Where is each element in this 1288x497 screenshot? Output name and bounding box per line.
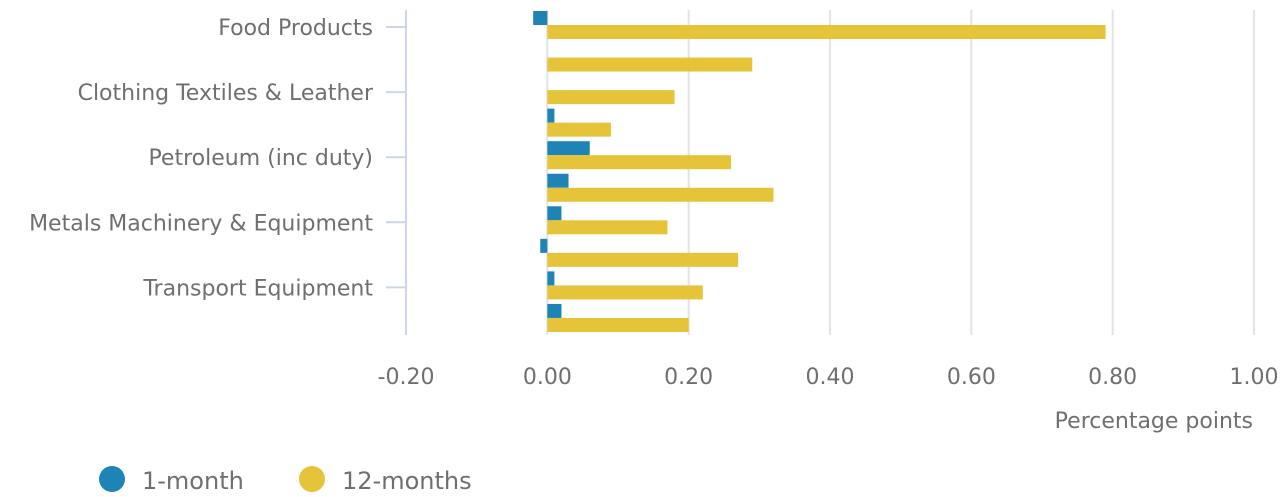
bar-12-months[interactable] (547, 122, 611, 137)
y-category-label: Clothing Textiles & Leather (78, 81, 374, 106)
y-category-label: Metals Machinery & Equipment (29, 211, 373, 236)
x-tick-label: 1.00 (1230, 365, 1279, 390)
bar-12-months[interactable] (547, 252, 739, 267)
bar-1-month[interactable] (533, 11, 548, 25)
bar-12-months[interactable] (547, 90, 675, 105)
legend[interactable]: 1-month 12-months (99, 466, 472, 495)
x-tick-label: 0.00 (523, 365, 572, 390)
bars (533, 11, 1106, 332)
labels: -0.20 0.00 0.20 0.40 0.60 0.80 1.00 Food Produc… (29, 16, 1278, 390)
bar-12-months[interactable] (547, 25, 1106, 39)
x-tick-label: 0.60 (947, 365, 996, 390)
bar-1-month[interactable] (547, 108, 555, 123)
bar-1-month[interactable] (547, 303, 562, 318)
bar-12-months[interactable] (547, 220, 668, 235)
y-category-label: Petroleum (inc duty) (148, 146, 373, 171)
bar-12-months[interactable] (547, 285, 703, 300)
legend-label: 12-months (342, 467, 472, 495)
bar-1-month[interactable] (547, 271, 555, 286)
bar-1-month[interactable] (547, 141, 590, 156)
x-tick-label: 0.80 (1088, 365, 1137, 390)
bar-1-month[interactable] (540, 238, 548, 253)
legend-item[interactable]: 12-months (299, 466, 472, 495)
x-axis-title: Percentage points (1055, 409, 1253, 434)
x-tick-label: 0.40 (806, 365, 855, 390)
y-axis (386, 10, 407, 335)
bar-1-month[interactable] (547, 206, 562, 221)
legend-label: 1-month (142, 467, 244, 495)
legend-item[interactable]: 1-month (99, 466, 244, 495)
bar-1-month[interactable] (547, 173, 569, 188)
bar-12-months[interactable] (547, 57, 753, 72)
legend-swatch (299, 466, 325, 492)
x-tick-label: -0.20 (378, 365, 435, 390)
legend-swatch (99, 466, 125, 492)
bar-12-months[interactable] (547, 155, 732, 170)
bar-12-months[interactable] (547, 187, 774, 202)
y-category-label: Food Products (218, 16, 373, 41)
y-category-label: Transport Equipment (142, 276, 373, 301)
x-tick-label: 0.20 (664, 365, 713, 390)
bar-12-months[interactable] (547, 317, 689, 332)
